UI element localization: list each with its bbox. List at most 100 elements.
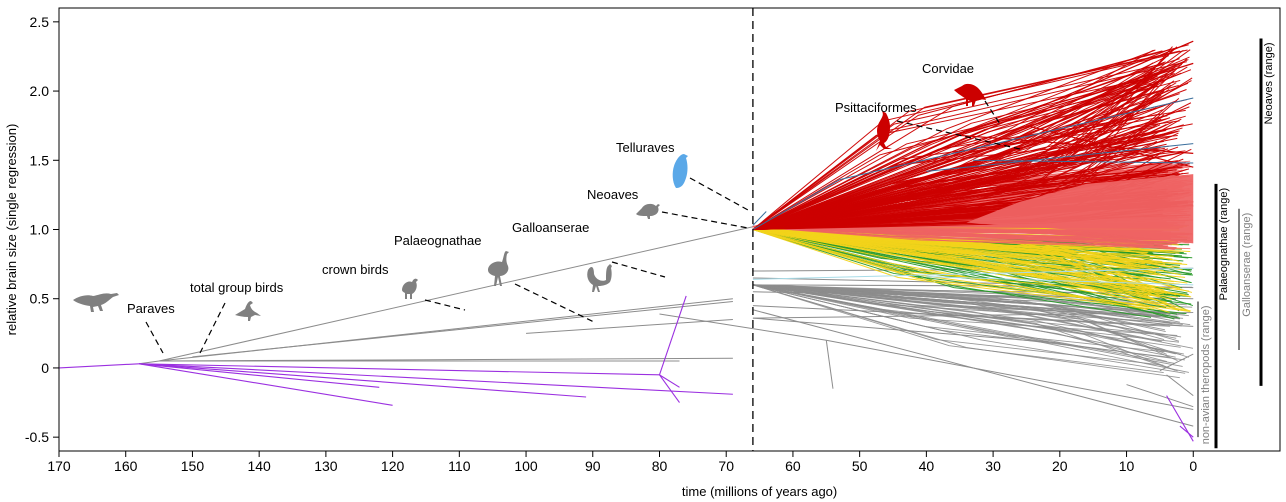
x-tick-label: 130: [314, 458, 338, 474]
corvidae_fan-line: [752, 58, 1188, 230]
yellow_fan-line: [752, 229, 1163, 262]
leader-line-2: [424, 299, 466, 311]
gray_fan-line: [752, 284, 1173, 325]
blue_lines-branch: [839, 97, 1194, 181]
range-label: Galloanserae (range): [1241, 213, 1253, 317]
clade-label: Telluraves: [616, 140, 675, 155]
clade-silhouettes: [73, 83, 986, 321]
neoaves_fan-line: [752, 226, 1177, 250]
non_avian_tips-branch: [1179, 425, 1194, 438]
clade-label: total group birds: [190, 280, 284, 295]
non_avian-branch: [138, 363, 393, 406]
stem-branch: [752, 309, 1194, 427]
gray_fan-line: [752, 284, 1169, 358]
gray_fan-line: [752, 284, 1164, 318]
y-tick-label: 2.0: [30, 83, 50, 99]
y-tick-label: 2.5: [30, 14, 50, 30]
clade-label: Palaeognathae: [394, 233, 481, 248]
corvidae_fan-line: [752, 109, 1163, 230]
y-tick-label: 1.5: [30, 152, 50, 168]
leader-line-5: [661, 211, 749, 229]
gray_fan-line: [752, 284, 1164, 373]
clade-label: Paraves: [127, 301, 175, 316]
leader-line-0: [145, 321, 164, 354]
crow-silhouette-icon: [954, 83, 986, 106]
corvidae-branch: [752, 134, 960, 231]
blue_lines-branch: [973, 159, 1194, 164]
clade-labels: Paraves total group birds crown birds Palae…: [127, 61, 974, 316]
x-tick-label: 150: [181, 458, 205, 474]
x-tick-label: 30: [985, 458, 1001, 474]
yellow_fan-line: [752, 229, 1179, 298]
stem-branch: [825, 340, 834, 389]
corvidae_fan-line: [752, 135, 1172, 230]
x-tick-label: 10: [1119, 458, 1135, 474]
y-tick-label: 1.0: [30, 222, 50, 238]
neoaves-band-fill: [966, 174, 1194, 244]
x-tick-label: 110: [448, 458, 471, 474]
leader-line-6: [689, 177, 749, 211]
clade-label: Corvidae: [922, 61, 974, 76]
tinamou-silhouette-icon: [402, 278, 418, 299]
yellow_fan-line: [752, 229, 1154, 260]
clade-label: Neoaves: [587, 187, 639, 202]
corvidae-branch: [752, 40, 1194, 231]
stem-branch: [526, 318, 733, 334]
corvidae_fan-line: [752, 72, 1182, 230]
non_avian-branch: [658, 295, 687, 376]
clade-label: crown birds: [322, 262, 389, 277]
stem-branch: [158, 226, 754, 362]
pigeon-silhouette-icon: [636, 203, 660, 219]
corvidae-branch: [959, 134, 1194, 154]
x-axis-title: time (millions of years ago): [682, 484, 837, 499]
axes: 170 160 150 140 130 120 110 100 90 80 70 60 50 40 30 20…: [4, 7, 1281, 499]
non_avian-branch: [659, 374, 680, 388]
x-tick-label: 50: [852, 458, 868, 474]
stem-branch: [192, 300, 733, 358]
non_avian-branch: [139, 363, 733, 395]
y-tick-label: -0.5: [25, 429, 49, 445]
y-axis-title: relative brain size (single regression): [4, 124, 19, 336]
stem-branch: [159, 357, 733, 362]
yellow_fan-line: [752, 229, 1192, 312]
gray_fan-line: [752, 284, 1178, 336]
corvidae_fan-line: [752, 79, 1181, 230]
leader-line-1: [199, 302, 226, 354]
corvidae_fan-line: [752, 115, 1186, 230]
clade-leader-lines: [145, 100, 1021, 354]
x-tick-label: 20: [1052, 458, 1068, 474]
leader-line-4: [611, 261, 666, 278]
corvidae-branch: [1026, 125, 1194, 168]
yellow_fan-line: [752, 229, 1149, 253]
yellow_fan-line: [752, 229, 1167, 303]
x-tick-label: 170: [47, 458, 71, 474]
y-tick-label: 0: [41, 360, 49, 376]
stem-branch: [659, 313, 827, 341]
x-tick-label: 120: [381, 458, 405, 474]
yellow_fan-line: [752, 229, 1152, 289]
blue_lines-branch: [926, 143, 1194, 172]
x-tick-label: 80: [652, 458, 668, 474]
range-label: non-avian theropods (range): [1200, 305, 1212, 444]
yellow_fan-line: [752, 229, 1190, 297]
range-label: Palaeognathae (range): [1218, 188, 1230, 301]
neoaves-band: [966, 174, 1194, 244]
corvidae_fan-line: [752, 65, 1157, 230]
stem-branch: [826, 339, 1194, 410]
rhea-silhouette-icon: [488, 251, 509, 286]
neoaves_fan-line: [752, 226, 1168, 244]
phylogeny-lines: [59, 40, 1194, 442]
corvidae_fan-line: [752, 67, 1170, 230]
light_blue-branch: [926, 276, 1194, 286]
x-tick-label: 100: [514, 458, 538, 474]
gray_fan-line: [752, 284, 1182, 327]
x-tick-label: 90: [585, 458, 601, 474]
dinosaur-silhouette-icon: [73, 293, 119, 312]
rooster-silhouette-icon: [587, 264, 612, 292]
stem-branch: [1166, 374, 1194, 397]
corvidae_fan-line: [752, 79, 1164, 230]
non_avian-branch: [139, 363, 380, 388]
corvidae_fan-line: [752, 64, 1182, 230]
corvidae_fan-line: [752, 132, 1174, 230]
x-tick-label: 160: [114, 458, 138, 474]
